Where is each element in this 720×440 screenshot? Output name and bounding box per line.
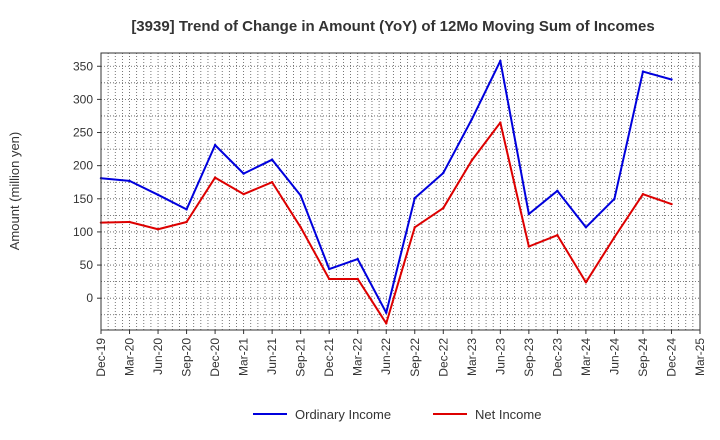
x-tick-label: Dec-24 xyxy=(664,338,678,377)
data-point xyxy=(641,70,645,73)
y-axis-label: Amount (million yen) xyxy=(7,132,22,251)
data-point xyxy=(270,181,274,184)
data-point xyxy=(527,245,531,248)
x-tick-label: Jun-23 xyxy=(493,338,507,375)
data-point xyxy=(128,179,131,183)
data-point xyxy=(299,226,302,229)
x-tick-label: Dec-22 xyxy=(436,338,450,377)
y-tick-label: 150 xyxy=(73,192,93,206)
data-point xyxy=(556,189,559,193)
data-point xyxy=(584,226,588,229)
x-tick-label: Dec-19 xyxy=(94,338,108,377)
data-point xyxy=(413,196,416,200)
data-point xyxy=(470,118,474,121)
data-point xyxy=(185,220,188,224)
x-tick-label: Jun-22 xyxy=(379,338,393,375)
x-tick-label: Mar-22 xyxy=(351,338,365,376)
x-tick-label: Sep-23 xyxy=(522,338,536,377)
y-tick-label: 250 xyxy=(73,126,93,140)
data-point xyxy=(470,159,474,162)
x-tick-label: Mar-25 xyxy=(693,338,707,376)
data-point xyxy=(156,193,160,197)
series-layer xyxy=(99,59,673,325)
data-point xyxy=(613,236,616,239)
plot-frame xyxy=(100,52,701,331)
data-point xyxy=(527,212,531,216)
grid xyxy=(100,53,700,330)
data-point xyxy=(442,171,445,175)
chart-title: [3939] Trend of Change in Amount (YoY) o… xyxy=(131,18,654,35)
x-tick-label: Sep-24 xyxy=(636,338,650,377)
x-tick-label: Mar-20 xyxy=(123,338,137,376)
y-tick-label: 300 xyxy=(73,92,93,106)
x-tick-label: Sep-22 xyxy=(408,338,422,377)
x-tick-label: Jun-21 xyxy=(265,338,279,375)
x-tick-label: Jun-20 xyxy=(151,338,165,375)
data-point xyxy=(242,172,245,175)
x-tick-label: Mar-23 xyxy=(465,338,479,376)
data-point xyxy=(613,197,616,200)
x-tick-label: Mar-24 xyxy=(579,338,593,376)
y-tick-label: 0 xyxy=(86,291,93,305)
x-tick-label: Sep-21 xyxy=(294,338,308,377)
data-point xyxy=(242,192,245,196)
x-ticks: Dec-19 Mar-20 Jun-20 Sep-20 Dec-20 Mar-21 Jun-… xyxy=(94,330,707,377)
y-tick-label: 200 xyxy=(73,159,93,173)
data-point xyxy=(385,322,388,325)
legend: Ordinary Income Net Income xyxy=(253,407,541,422)
data-point xyxy=(327,267,331,271)
data-point xyxy=(499,121,502,124)
x-tick-label: Dec-20 xyxy=(208,338,222,377)
x-tick-label: Mar-21 xyxy=(237,338,251,376)
data-point xyxy=(670,78,673,81)
data-point xyxy=(584,281,588,284)
y-ticks: 0 50 100 150 200 250 300 350 xyxy=(73,59,101,305)
x-tick-label: Dec-21 xyxy=(322,338,336,377)
data-point xyxy=(213,143,217,147)
x-tick-label: Dec-23 xyxy=(550,338,564,377)
data-point xyxy=(356,257,359,261)
data-point xyxy=(213,176,217,179)
data-point xyxy=(413,226,416,229)
x-tick-label: Sep-20 xyxy=(180,338,194,377)
legend-label: Net Income xyxy=(475,407,541,422)
data-point xyxy=(299,194,302,197)
data-point xyxy=(442,206,445,210)
data-point xyxy=(270,158,274,161)
data-point xyxy=(356,277,359,281)
y-tick-label: 50 xyxy=(80,258,94,272)
data-point xyxy=(670,202,673,206)
data-point xyxy=(156,228,160,231)
legend-label: Ordinary Income xyxy=(295,407,391,422)
data-point xyxy=(556,234,559,237)
data-point xyxy=(327,277,331,281)
data-point xyxy=(185,208,188,211)
data-point xyxy=(499,59,502,63)
x-tick-label: Jun-24 xyxy=(607,338,621,375)
y-tick-label: 350 xyxy=(73,59,93,73)
y-tick-label: 100 xyxy=(73,225,93,239)
data-point xyxy=(641,192,645,196)
data-point xyxy=(385,311,388,314)
data-point xyxy=(128,220,131,224)
